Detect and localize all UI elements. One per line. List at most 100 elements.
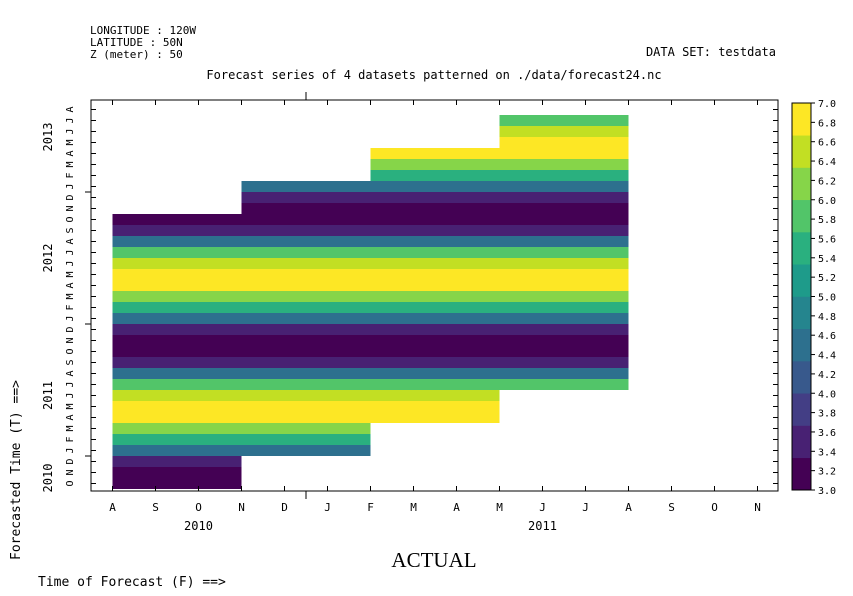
heatmap-cell [241,181,629,192]
z-label: Z (meter) : 50 [90,48,183,61]
dataset-label: DATA SET: testdata [646,45,776,59]
y-month-label: A [65,282,76,288]
color-bar-label: 3.4 [818,447,836,458]
color-bar-label: 4.8 [818,312,836,323]
color-bar-label: 3.8 [818,409,836,420]
y-month-label: M [65,161,76,167]
x-month-label: A [453,501,460,514]
y-month-label: D [65,194,76,200]
center-label: ACTUAL [391,548,476,572]
heatmap-cell [499,137,629,148]
color-bar-label: 7.0 [818,99,836,110]
color-bar-label: 6.6 [818,138,836,149]
heatmap-cell [241,203,629,214]
y-month-label: A [65,106,76,112]
heatmap-cell [112,236,629,247]
heatmap-cell [112,247,629,258]
y-month-label: M [65,403,76,409]
y-month-label: A [65,150,76,156]
color-bar-label: 5.6 [818,234,836,245]
color-bar-label: 5.2 [818,273,836,284]
heatmap-cell [112,379,629,390]
heatmap-cell [112,335,629,346]
heatmap-cell [112,478,242,489]
color-bar-label: 6.8 [818,118,836,129]
color-bar-segment [792,103,811,136]
heatmap-cell [370,159,629,170]
y-month-label: J [65,183,76,189]
heatmap-cell [112,445,371,456]
heatmap-cell [499,115,629,126]
x-month-label: S [152,501,159,514]
y-month-label: O [65,348,76,354]
color-bar-segment [792,264,811,297]
heatmap-cell [112,324,629,335]
y-month-label: F [65,436,76,442]
y-month-label: J [65,249,76,255]
heatmap-cell [112,456,242,467]
y-month-label: D [65,326,76,332]
heatmap-cell [112,368,629,379]
heatmap-cell [112,412,500,423]
heatmap-cell [112,467,242,478]
color-bar-label: 3.6 [818,428,836,439]
y-month-label: N [65,337,76,343]
color-bar-segment [792,328,811,362]
y-year-label: 2011 [41,381,55,410]
x-month-label: D [281,501,288,514]
y-month-label: F [65,304,76,310]
x-month-label: S [668,501,675,514]
x-month-label: A [625,501,632,514]
heatmap-cell [112,214,629,225]
color-bar-segment [792,425,811,459]
x-month-label: N [754,501,761,514]
heatmap-cell [112,225,629,236]
x-month-label: A [109,501,116,514]
y-month-label: M [65,293,76,299]
color-bar-segment [792,457,811,491]
heatmap-cell [112,269,629,280]
x-year-label: 2011 [528,519,557,533]
y-month-label: M [65,425,76,431]
x-month-label: M [410,501,417,514]
x-month-label: J [582,501,589,514]
color-bar-label: 4.6 [818,331,836,342]
heatmap-cells [112,115,629,489]
chart-title: Forecast series of 4 datasets patterned … [206,68,661,82]
plot-frame [90,99,779,492]
heatmap-cell [112,258,629,269]
color-bar-segment [792,135,811,168]
y-month-label: A [65,370,76,376]
heatmap-cell [112,291,629,302]
color-bar-label: 4.2 [818,370,836,381]
y-month-label: F [65,172,76,178]
y-month-label: N [65,469,76,475]
color-bar-label: 3.2 [818,467,836,478]
y-month-label: J [65,315,76,321]
heatmap-cell [241,192,629,203]
heatmap-cell [112,401,500,412]
color-bar-segment [792,361,811,394]
longitude-label: LONGITUDE : 120W [90,24,196,37]
heatmap-cell [112,423,371,434]
y-axis-label: Forecasted Time (T) ==> [9,380,24,560]
y-month-label: S [65,359,76,365]
y-year-label: 2013 [41,123,55,152]
heatmap-cell [112,280,629,291]
x-month-label: O [195,501,202,514]
x-axis-label: Time of Forecast (F) ==> [38,575,226,590]
heatmap-cell [112,302,629,313]
color-bar-label: 3.0 [818,486,836,497]
heatmap-cell [370,148,629,159]
x-month-label: N [238,501,245,514]
color-bar-label: 6.2 [818,176,836,187]
x-month-label: F [367,501,374,514]
color-bar-segment [792,296,811,330]
heatmap-cell [112,313,629,324]
y-month-label: J [65,381,76,387]
color-bar: 3.0 3.2 3.4 3.6 3.8 4.0 4.2 4.4 4.6 4.8 5.0 5.2 5.4 5… [791,99,836,497]
y-month-label: N [65,205,76,211]
color-bar-label: 6.4 [818,157,836,168]
color-bar-label: 4.4 [818,351,836,362]
